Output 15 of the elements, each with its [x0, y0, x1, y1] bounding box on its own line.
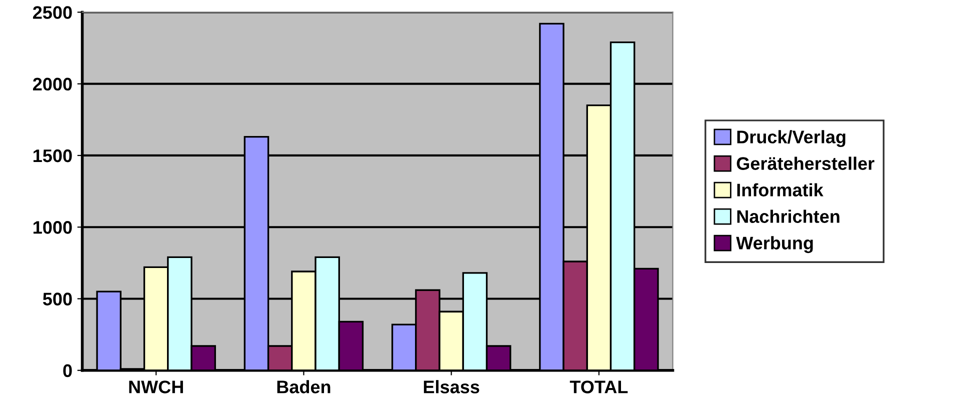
- y-tick-label: 500: [42, 292, 72, 306]
- x-tick-label: Baden: [277, 380, 330, 394]
- legend-label: Gerätehersteller: [736, 156, 874, 170]
- legend-label: Druck/Verlag: [737, 130, 846, 148]
- y-tick-label: 0: [63, 364, 72, 378]
- y-tick-label: 2500: [33, 6, 72, 19]
- legend-label: Nachrichten: [737, 210, 840, 223]
- legend-label: Informatik: [737, 183, 824, 196]
- y-tick-label: 1500: [34, 149, 72, 162]
- x-tick-label: NWCH: [129, 380, 183, 394]
- y-tick-label: 2000: [33, 78, 72, 91]
- legend-label: Werbung: [736, 236, 813, 254]
- x-tick-label: Elsass: [424, 380, 480, 394]
- x-tick-label: TOTAL: [570, 380, 628, 394]
- y-tick-label: 1000: [34, 221, 72, 234]
